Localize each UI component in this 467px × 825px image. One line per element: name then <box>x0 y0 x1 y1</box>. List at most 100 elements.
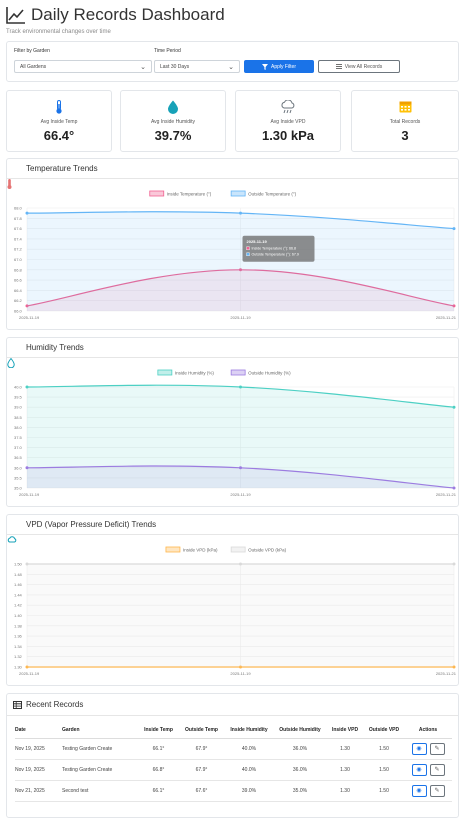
x-tick-label: 2025-11-21 <box>436 492 457 497</box>
column-header: Inside Humidity <box>224 722 274 739</box>
stat-value: 3 <box>401 128 409 143</box>
chevron-down-icon: ⌄ <box>140 64 146 71</box>
y-tick-label: 1.36 <box>14 634 23 639</box>
cell-outside-vpd: 1.50 <box>364 759 404 781</box>
y-tick-label: 66.4 <box>14 288 23 293</box>
humidity-chart-card: Humidity Trends Inside Humidity (%) Outsi… <box>6 337 459 507</box>
y-tick-label: 36.0 <box>14 465 23 470</box>
vpd-chart-card: VPD (Vapor Pressure Deficit) Trends Insi… <box>6 514 459 686</box>
column-header: Outside Humidity <box>274 722 326 739</box>
apply-filter-button[interactable]: Apply Filter <box>244 60 314 73</box>
column-header: Inside VPD <box>326 722 364 739</box>
y-tick-label: 1.48 <box>14 572 23 577</box>
data-point <box>25 466 29 470</box>
pencil-icon: ✎ <box>434 766 440 773</box>
column-header: Outside Temp <box>179 722 224 739</box>
y-tick-label: 66.6 <box>14 278 23 283</box>
table-row: Nov 19, 2025 Testing Garden Create 66.1°… <box>15 738 452 760</box>
stat-card-inside-temp: Avg Inside Temp 66.4° <box>6 90 112 152</box>
data-point <box>25 385 29 389</box>
cell-actions: ◉ ✎ <box>404 780 452 802</box>
edit-button[interactable]: ✎ <box>429 763 445 776</box>
garden-select[interactable]: All Gardens ⌄ <box>14 60 152 73</box>
chevron-down-icon: ⌄ <box>228 64 234 71</box>
period-filter-label: Time Period <box>154 48 181 54</box>
stat-card-inside-vpd: Avg Inside VPD 1.30 kPa <box>235 90 341 152</box>
data-point <box>25 562 29 566</box>
y-tick-label: 66.0 <box>14 309 23 314</box>
cell-outside-humidity: 36.0% <box>274 738 326 760</box>
chart-title: VPD (Vapor Pressure Deficit) Trends <box>26 520 157 529</box>
view-all-records-button[interactable]: View All Records <box>318 60 400 73</box>
cell-outside-temp: 67.6° <box>179 780 224 802</box>
table-title: Recent Records <box>26 700 84 709</box>
temperature-chart-card: Temperature Trends Inside Temperature (°… <box>6 158 459 330</box>
view-button[interactable]: ◉ <box>411 784 427 797</box>
legend-label: Outside Temperature (°) <box>248 192 296 197</box>
pencil-icon: ✎ <box>434 787 440 794</box>
x-tick-label: 2025-11-21 <box>436 671 457 676</box>
vpd-chart: Inside VPD (kPa) Outside VPD (kPa) 1.50 1.4… <box>14 546 457 676</box>
table-row: Nov 21, 2025 Second test 66.1° 67.6° 39.… <box>15 780 452 802</box>
y-tick-label: 37.0 <box>14 445 23 450</box>
cell-outside-temp: 67.9° <box>179 738 224 760</box>
cell-outside-vpd: 1.50 <box>364 780 404 802</box>
y-tick-label: 38.0 <box>14 425 23 430</box>
legend-swatch <box>165 546 181 553</box>
period-select[interactable]: Last 30 Days ⌄ <box>154 60 240 73</box>
humidity-chart: Inside Humidity (%) Outside Humidity (%) 4… <box>14 369 457 497</box>
cell-actions: ◉ ✎ <box>404 759 452 781</box>
apply-filter-label: Apply Filter <box>270 63 296 70</box>
recent-records-card: Recent Records Date Garden Inside Temp O… <box>6 693 459 818</box>
y-tick-label: 1.34 <box>14 644 23 649</box>
y-tick-label: 67.2 <box>14 247 23 252</box>
x-tick-label: 2025-11-19 <box>19 671 40 676</box>
stat-label: Total Records <box>389 119 421 125</box>
cell-inside-vpd: 1.30 <box>326 759 364 781</box>
cell-actions: ◉ ✎ <box>404 738 452 760</box>
droplet-icon <box>168 100 178 114</box>
page-header: Daily Records Dashboard Track environmen… <box>6 4 461 38</box>
data-point <box>239 211 242 215</box>
legend-label: Inside Humidity (%) <box>175 371 215 376</box>
data-point <box>239 268 242 272</box>
series-area <box>27 564 454 667</box>
x-tick-label: 2025-11-19 <box>230 492 251 497</box>
legend-label: Outside Humidity (%) <box>248 371 291 376</box>
y-tick-label: 1.50 <box>14 562 23 567</box>
stat-label: Avg Inside VPD <box>270 119 306 125</box>
column-header: Outside VPD <box>364 722 404 739</box>
tooltip-swatch <box>246 252 250 257</box>
temperature-chart: Inside Temperature (°) Outside Temperatur… <box>14 190 457 320</box>
view-all-records-label: View All Records <box>344 63 383 70</box>
edit-button[interactable]: ✎ <box>429 784 445 797</box>
view-button[interactable]: ◉ <box>411 742 427 755</box>
cell-inside-vpd: 1.30 <box>326 738 364 760</box>
y-tick-label: 36.5 <box>14 455 23 460</box>
line-chart-icon <box>6 7 25 24</box>
stat-card-total-records: Total Records 3 <box>351 90 459 152</box>
data-point <box>452 486 456 490</box>
y-tick-label: 37.5 <box>14 435 23 440</box>
y-tick-label: 66.2 <box>14 298 23 303</box>
x-tick-label: 2025-11-19 <box>19 315 40 320</box>
x-tick-label: 2025-11-19 <box>230 671 251 676</box>
chart-title: Humidity Trends <box>26 343 84 352</box>
eye-icon: ◉ <box>416 787 422 794</box>
pencil-icon: ✎ <box>434 745 440 752</box>
view-button[interactable]: ◉ <box>411 763 427 776</box>
data-point <box>239 665 242 669</box>
legend-label: Inside VPD (kPa) <box>183 548 218 553</box>
list-icon <box>335 64 342 69</box>
series-area <box>27 269 454 311</box>
legend-label: Inside Temperature (°) <box>167 192 212 197</box>
y-tick-label: 1.44 <box>14 592 23 597</box>
y-tick-label: 1.30 <box>14 665 23 670</box>
edit-button[interactable]: ✎ <box>429 742 445 755</box>
stat-value: 1.30 kPa <box>261 128 315 143</box>
tooltip-line: Inside Temperature (°): 66.8 <box>252 246 297 250</box>
garden-select-value: All Gardens <box>20 64 47 70</box>
cell-outside-vpd: 1.50 <box>364 738 404 760</box>
y-tick-label: 1.32 <box>14 654 23 659</box>
eye-icon: ◉ <box>416 745 422 752</box>
